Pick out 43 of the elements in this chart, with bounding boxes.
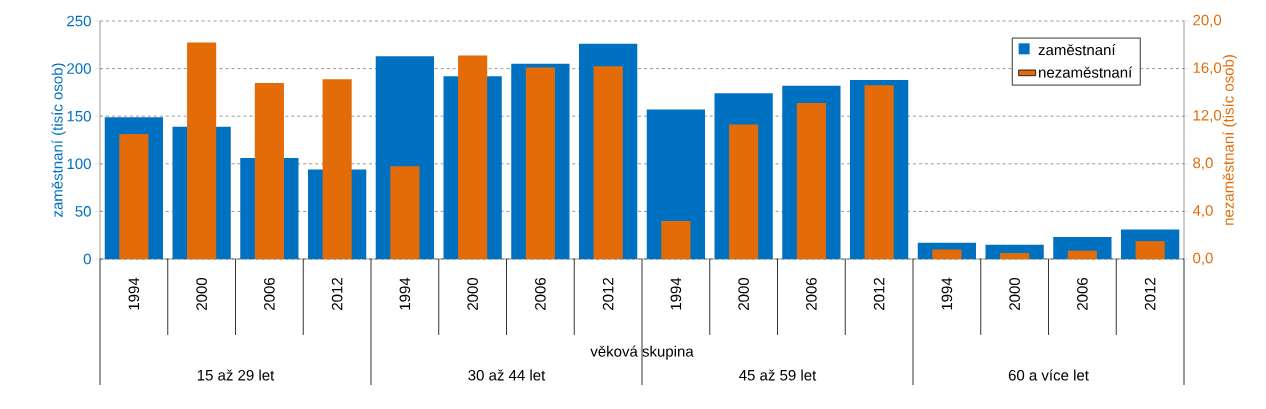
bar [932,249,962,259]
y2-tick-label: 16,0 [1193,62,1222,75]
x-axis-title: věková skupina [590,345,694,360]
y2-axis-title: nezaměstnaní (tisíc osob) [1222,55,1237,225]
x-tick-label: 2006 [1077,277,1088,310]
y2-tick-label: 0,0 [1193,252,1213,266]
text: 30 až 44 let [468,369,546,381]
y-tick-label: 50 [75,206,91,217]
x-tick-label: 2012 [873,278,885,310]
x-tick-label: 1994 [128,277,140,310]
text: 60 a více let [1008,369,1089,381]
x-tick-label: 2000 [1009,277,1020,310]
y-tick-label: 0 [83,253,91,265]
y-tick-label: 200 [67,63,91,74]
bar [1135,241,1165,259]
y-axis-title: zaměstnaní (tisíc osob) [51,63,66,217]
bar [1000,253,1030,259]
legend-label: zaměstnaní [1038,44,1116,56]
x-tick-label: 2000 [738,277,749,310]
x-tick-label: 2006 [535,277,546,310]
x-tick-label: 2012 [602,278,614,310]
y2-tick-label: 8,0 [1193,157,1213,170]
text: 45 až 59 let [739,369,817,381]
x-tick-label: 2012 [331,278,343,310]
text: 15 až 29 let [197,369,275,381]
x-tick-label: 2012 [1144,278,1156,310]
x-tick-label: 1994 [941,277,953,310]
y2-tick-label: 12,0 [1193,110,1222,123]
y-tick-label: 250 [67,15,91,27]
x-tick-label: 2000 [467,277,478,310]
x-tick-label: 2006 [806,277,817,310]
bar [1067,250,1097,259]
x-tick-label: 2006 [264,277,275,310]
legend-label: nezaměstnaní [1039,66,1133,78]
x-tick-label: 1994 [670,277,682,310]
y-tick-label: 100 [67,158,91,170]
bar [661,220,691,259]
bar [390,166,420,259]
y2-tick-label: 20,0 [1193,14,1222,28]
y-tick-label: 150 [67,110,91,122]
y2-tick-label: 4,0 [1192,205,1213,218]
x-tick-label: 1994 [399,277,411,310]
x-tick-label: 2000 [196,277,207,310]
